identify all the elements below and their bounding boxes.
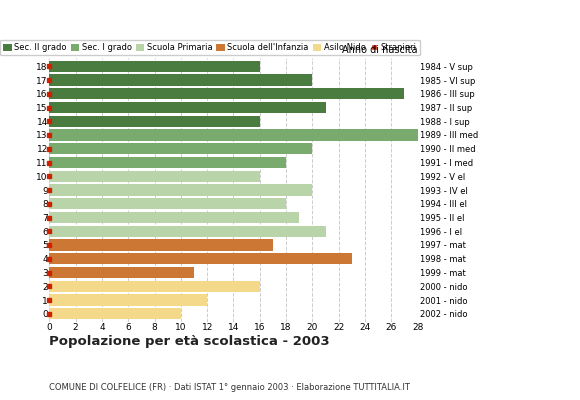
Bar: [49, 267, 194, 278]
Bar: [49, 253, 352, 264]
Bar: [49, 239, 273, 251]
Bar: [49, 102, 325, 113]
Bar: [49, 143, 313, 154]
Bar: [49, 129, 418, 141]
Bar: [49, 61, 260, 72]
Legend: Sec. II grado, Sec. I grado, Scuola Primaria, Scuola dell'Infanzia, Asilo Nido, : Sec. II grado, Sec. I grado, Scuola Prim…: [0, 40, 420, 55]
Bar: [49, 198, 286, 209]
Text: Popolazione per età scolastica - 2003: Popolazione per età scolastica - 2003: [49, 335, 330, 348]
Text: COMUNE DI COLFELICE (FR) · Dati ISTAT 1° gennaio 2003 · Elaborazione TUTTITALIA.: COMUNE DI COLFELICE (FR) · Dati ISTAT 1°…: [49, 383, 410, 392]
Bar: [49, 171, 260, 182]
Bar: [49, 116, 260, 127]
Text: Età: Età: [5, 45, 21, 55]
Bar: [49, 294, 207, 306]
Bar: [49, 226, 325, 237]
Text: Anno di nascita: Anno di nascita: [342, 45, 418, 55]
Bar: [49, 308, 181, 319]
Bar: [49, 184, 313, 196]
Bar: [49, 281, 260, 292]
Bar: [49, 157, 286, 168]
Bar: [49, 74, 313, 86]
Bar: [49, 212, 299, 223]
Bar: [49, 88, 404, 99]
